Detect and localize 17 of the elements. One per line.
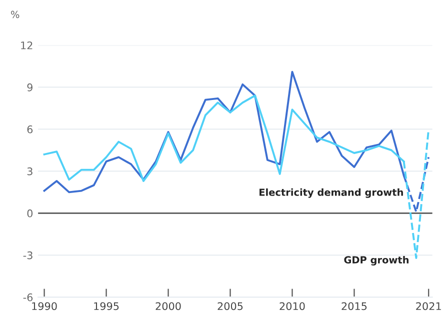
x-tick-label: 2010 (280, 302, 305, 310)
x-tick-label: 2000 (156, 302, 181, 310)
x-tick-label: 2015 (342, 302, 367, 310)
x-tick-label: 2021 (416, 302, 441, 310)
y-tick-label: 0 (27, 209, 33, 218)
y-tick-label: 9 (27, 83, 32, 92)
y-tick-label: 3 (27, 167, 32, 176)
x-tick-label: 1990 (32, 302, 57, 310)
series-label: GDP growth (344, 256, 408, 266)
y-tick-label: -6 (23, 293, 33, 302)
y-tick-label: 12 (21, 41, 32, 50)
x-tick-label: 2005 (218, 302, 243, 310)
series-label: Electricity demand growth (260, 188, 403, 198)
x-tick-label: 1995 (94, 302, 119, 310)
y-tick-label: -3 (23, 251, 32, 260)
y-tick-label: 6 (27, 125, 33, 134)
y-axis-title: % (11, 10, 20, 18)
